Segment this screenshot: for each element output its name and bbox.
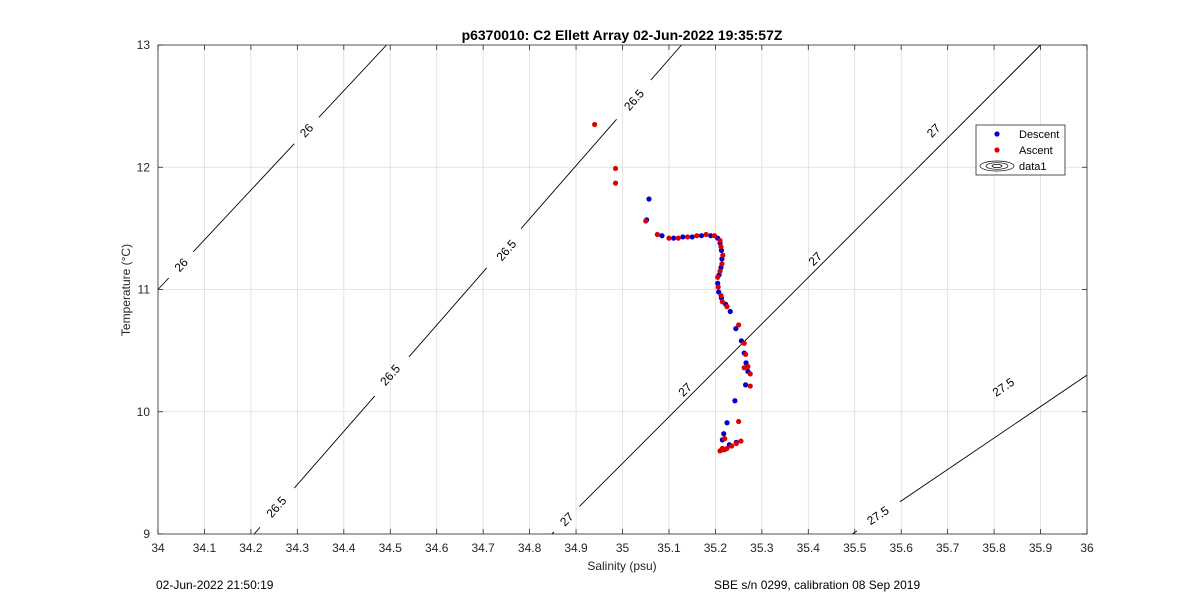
point-descent: [646, 196, 652, 202]
x-tick-label: 34.5: [379, 541, 403, 555]
y-tick-label: 10: [137, 405, 151, 419]
point-ascent: [729, 443, 735, 449]
point-ascent: [592, 121, 598, 128]
x-axis-label: Salinity (psu): [587, 559, 656, 573]
point-descent: [727, 308, 733, 315]
y-tick-label: 12: [137, 160, 151, 174]
point-ascent: [684, 234, 691, 240]
point-ascent: [724, 304, 730, 310]
x-tick-label: 34.6: [425, 541, 449, 555]
point-descent: [670, 235, 677, 241]
point-ascent: [612, 180, 619, 186]
contour-line-26: [157, 44, 387, 290]
point-ascent: [715, 274, 721, 280]
x-tick-label: 35.3: [750, 541, 774, 555]
point-ascent: [718, 244, 724, 250]
x-tick-label: 34.8: [518, 541, 542, 555]
x-tick-label: 35.6: [890, 541, 914, 555]
point-ascent: [733, 440, 739, 447]
y-tick-label: 11: [138, 283, 151, 297]
point-ascent: [654, 231, 660, 238]
point-ascent: [643, 218, 649, 224]
point-descent: [689, 234, 695, 240]
contour-line-26.5: [253, 44, 682, 535]
contour-label: 26.5: [377, 361, 403, 388]
point-descent: [721, 431, 727, 437]
point-ascent: [717, 448, 723, 454]
grid-lines: [158, 45, 1087, 534]
legend-label-descent: Descent: [1019, 129, 1059, 141]
x-tick-label: 35.9: [1029, 541, 1053, 555]
x-tick-label: 34.9: [564, 541, 588, 555]
point-ascent: [694, 233, 700, 239]
footer-calibration: SBE s/n 0299, calibration 08 Sep 2019: [714, 578, 921, 592]
point-ascent: [747, 371, 753, 377]
x-tick-label: 34.7: [471, 541, 495, 555]
point-ascent: [722, 436, 728, 442]
contour-label: 27.5: [864, 503, 891, 528]
point-ascent: [612, 165, 619, 172]
point-ascent: [747, 383, 753, 389]
point-descent: [680, 234, 686, 240]
x-tick-label: 35.5: [843, 541, 867, 555]
point-ascent: [736, 322, 742, 328]
point-ascent: [719, 299, 725, 305]
y-tick-label: 13: [137, 38, 151, 52]
y-axis-label: Temperature (°C): [119, 244, 133, 336]
legend-label-ascent: Ascent: [1019, 145, 1053, 157]
point-descent: [698, 233, 705, 239]
legend-marker-ascent: [994, 147, 1000, 153]
x-tick-label: 35.1: [657, 541, 681, 555]
point-descent: [724, 420, 730, 426]
contour-line-27.5: [852, 374, 1088, 535]
x-tick-label: 34.3: [286, 541, 310, 555]
x-tick-label: 36: [1080, 541, 1094, 555]
x-tick-label: 35.8: [982, 541, 1006, 555]
point-ascent: [720, 252, 726, 258]
point-ascent: [666, 235, 672, 241]
point-descent: [742, 382, 749, 388]
point-ascent: [736, 418, 742, 425]
point-ascent: [717, 238, 723, 244]
point-descent: [732, 398, 738, 404]
legend-marker-descent: [994, 131, 1000, 137]
footer-timestamp: 02-Jun-2022 21:50:19: [156, 578, 274, 592]
axis-ticks: 34 34.1 34.2 34.3 34.4 34.5 34.6 34.7 34.8 34.9 35…: [137, 38, 1094, 555]
point-ascent: [741, 365, 747, 371]
x-tick-label: 34.4: [332, 541, 356, 555]
data-points: [592, 121, 753, 454]
y-tick-label: 9: [143, 527, 150, 541]
point-ascent: [675, 235, 681, 241]
chart-title: p6370010: C2 Ellett Array 02-Jun-2022 19…: [462, 27, 783, 43]
x-tick-label: 35.4: [797, 541, 821, 555]
x-tick-label: 35.2: [704, 541, 728, 555]
point-ascent: [703, 231, 709, 238]
point-ascent: [717, 268, 723, 274]
contour-label: 27: [924, 121, 944, 141]
x-tick-label: 34: [151, 541, 165, 555]
x-tick-label: 35.7: [936, 541, 960, 555]
point-ascent: [741, 340, 747, 346]
legend-box: [975, 124, 1066, 176]
point-ascent: [738, 438, 744, 444]
x-tick-label: 35: [616, 541, 630, 555]
point-ascent: [719, 261, 725, 267]
contour-line-27: [551, 44, 1041, 535]
contour-legend-icon: [979, 160, 1015, 172]
point-ascent: [718, 293, 724, 299]
point-ascent: [742, 351, 749, 357]
point-descent: [659, 233, 665, 239]
x-tick-label: 34.2: [239, 541, 263, 555]
point-descent: [733, 326, 739, 332]
legend: Descent Ascent data1: [975, 124, 1066, 176]
point-ascent: [711, 233, 718, 239]
point-descent: [708, 233, 714, 239]
point-ascent: [715, 284, 721, 290]
contour-label: 26.5: [493, 237, 519, 264]
x-tick-label: 34.1: [193, 541, 217, 555]
point-ascent: [722, 447, 728, 453]
contour-label: 27: [676, 380, 696, 400]
legend-label-data1: data1: [1019, 161, 1047, 173]
